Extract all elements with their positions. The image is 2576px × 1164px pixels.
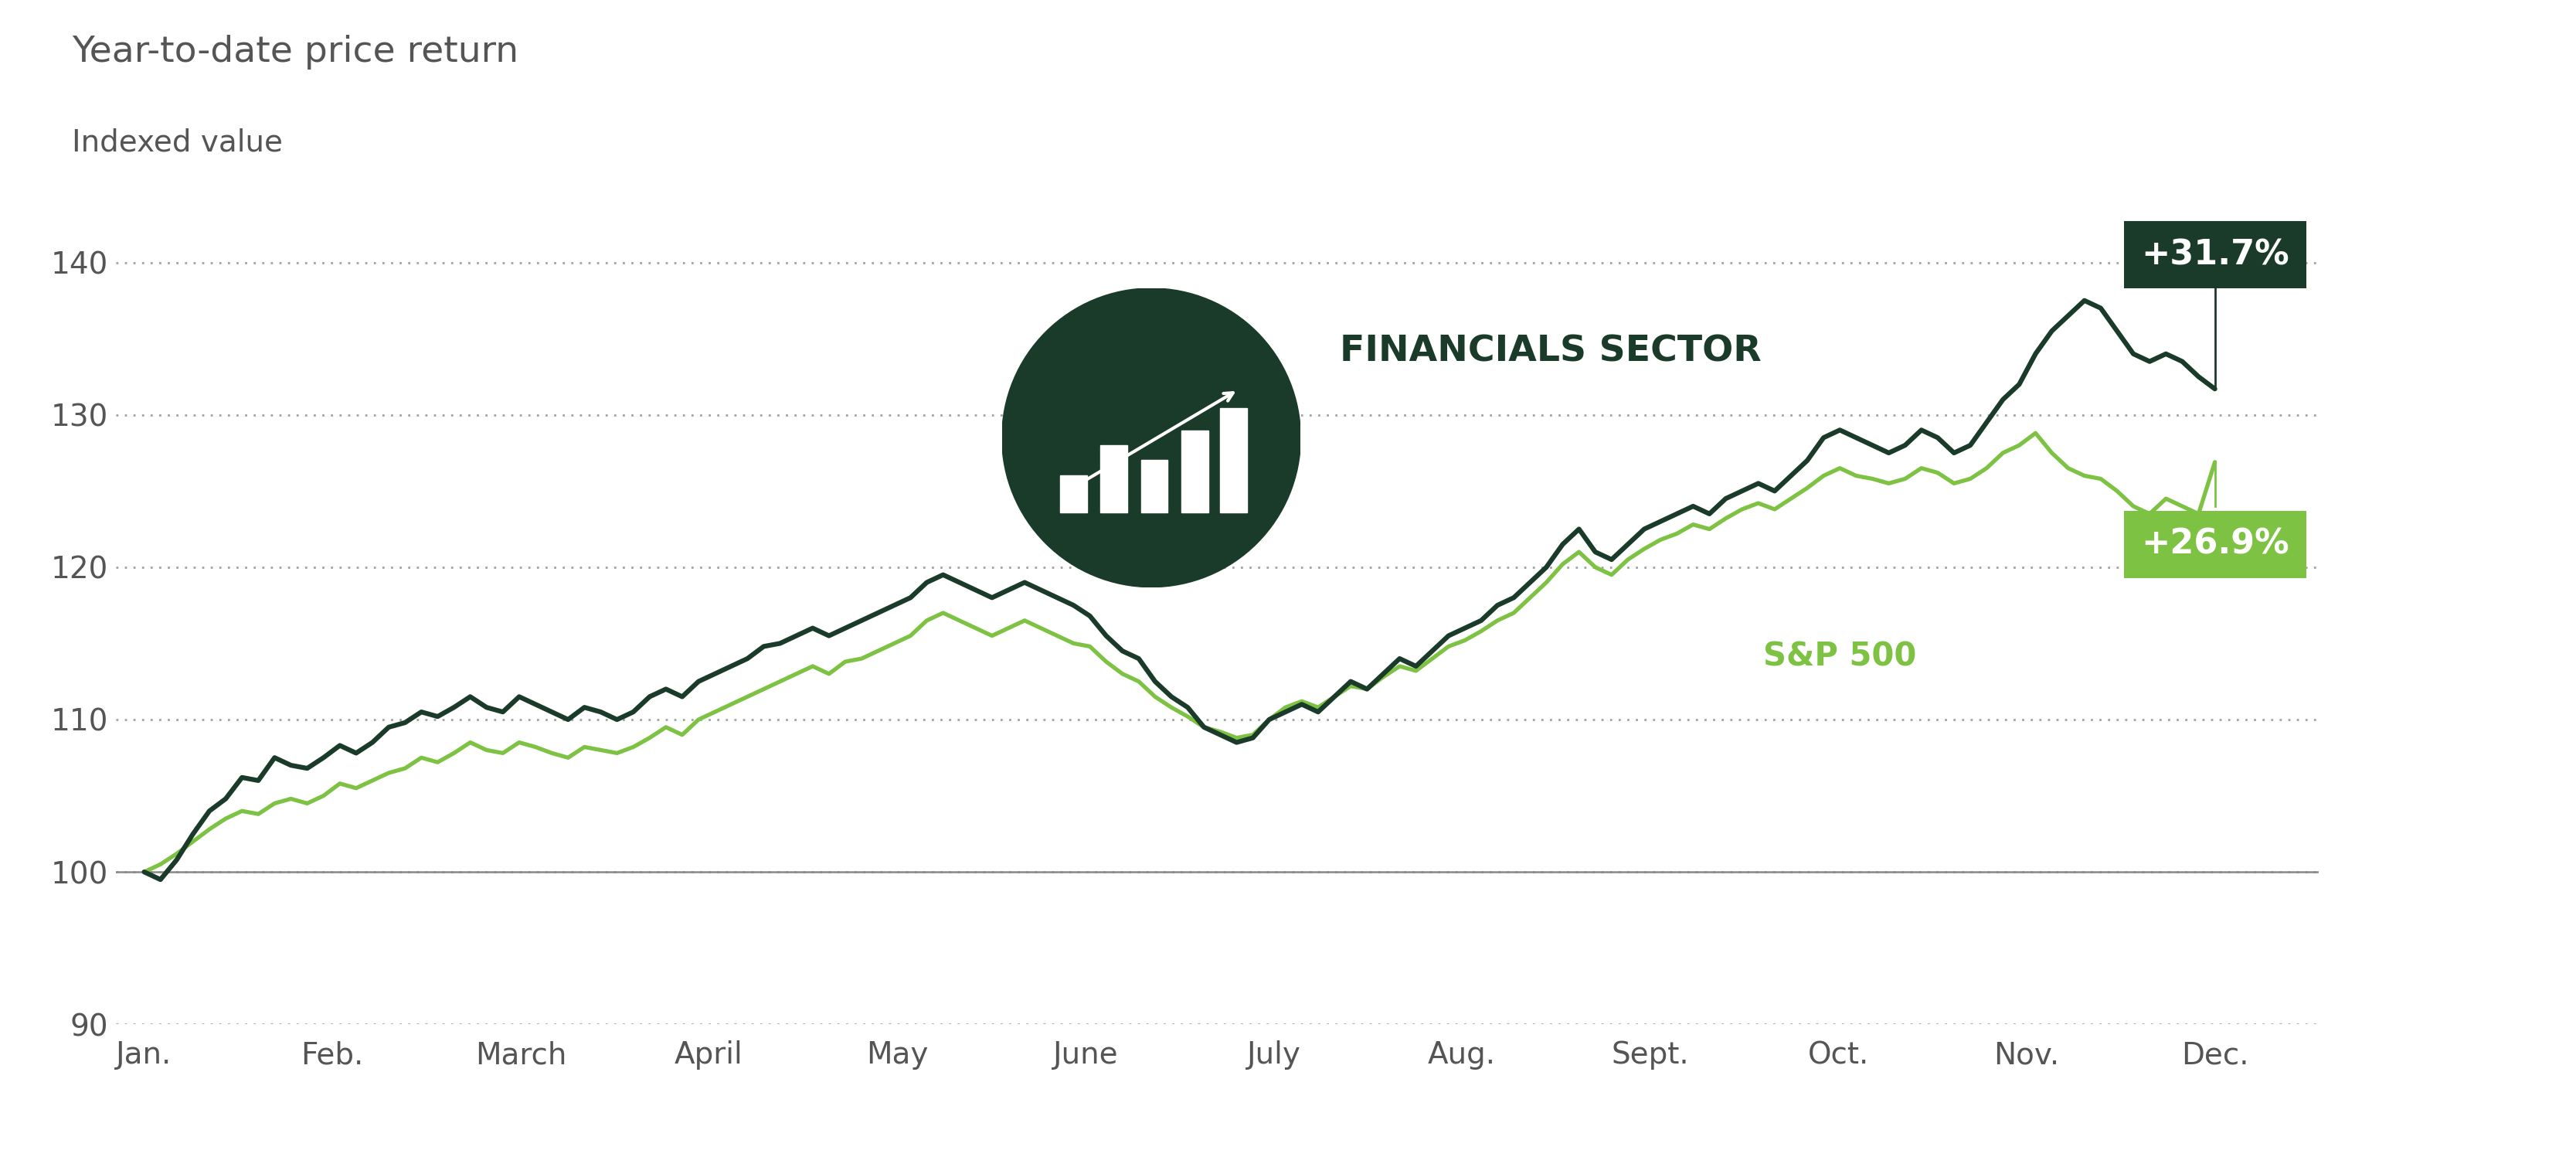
Text: Year-to-date price return: Year-to-date price return: [72, 35, 518, 70]
Text: Indexed value: Indexed value: [72, 128, 283, 157]
Text: FINANCIALS SECTOR: FINANCIALS SECTOR: [1340, 334, 1762, 369]
Bar: [1221, 407, 1247, 512]
Bar: [1100, 445, 1128, 512]
Bar: [1182, 431, 1208, 512]
Bar: [1141, 460, 1167, 512]
Text: +31.7%: +31.7%: [2141, 239, 2290, 271]
Text: +26.9%: +26.9%: [2141, 527, 2290, 561]
Bar: [1061, 475, 1087, 512]
Circle shape: [1002, 289, 1301, 587]
Text: S&P 500: S&P 500: [1762, 640, 1917, 673]
